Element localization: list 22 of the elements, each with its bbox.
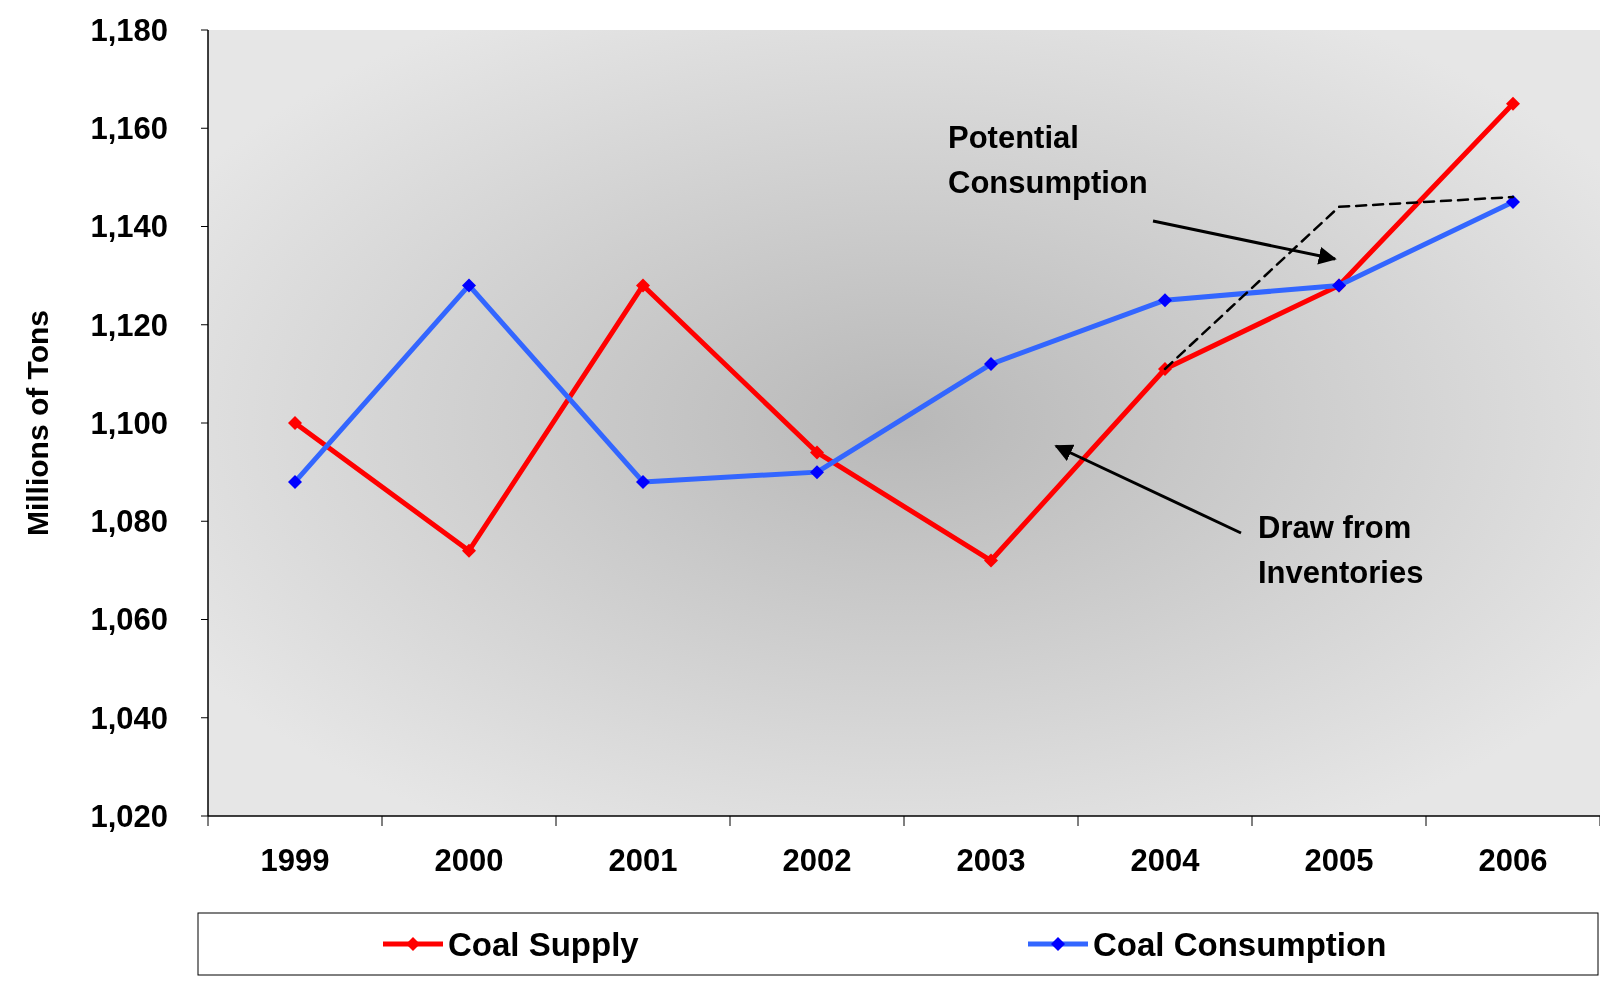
- y-tick-label: 1,100: [90, 405, 168, 441]
- x-tick-label: 2004: [1130, 843, 1201, 878]
- y-tick-label: 1,160: [90, 111, 168, 147]
- x-tick-label: 2000: [434, 843, 504, 878]
- x-tick-label: 2002: [782, 843, 852, 878]
- y-tick-label: 1,060: [90, 602, 168, 638]
- x-tick-label: 2006: [1478, 843, 1548, 878]
- y-tick-label: 1,080: [90, 504, 168, 540]
- y-tick-label: 1,120: [90, 307, 168, 343]
- y-tick-label: 1,180: [90, 12, 168, 48]
- x-tick-label: 2003: [956, 843, 1026, 878]
- x-tick-label: 1999: [260, 843, 330, 878]
- annotation: Draw from Inventories: [1258, 510, 1424, 590]
- annotation: Potential Consumption: [948, 120, 1148, 200]
- y-tick-label: 1,140: [90, 209, 168, 245]
- y-axis-title: Millions of Tons: [21, 309, 54, 537]
- y-tick-label: 1,020: [90, 798, 168, 834]
- x-tick-label: 2005: [1304, 843, 1374, 878]
- x-tick-label: 2001: [608, 843, 678, 878]
- legend-label: Coal Supply: [448, 925, 640, 963]
- legend-label: Coal Consumption: [1093, 925, 1387, 963]
- y-tick-label: 1,040: [90, 700, 168, 736]
